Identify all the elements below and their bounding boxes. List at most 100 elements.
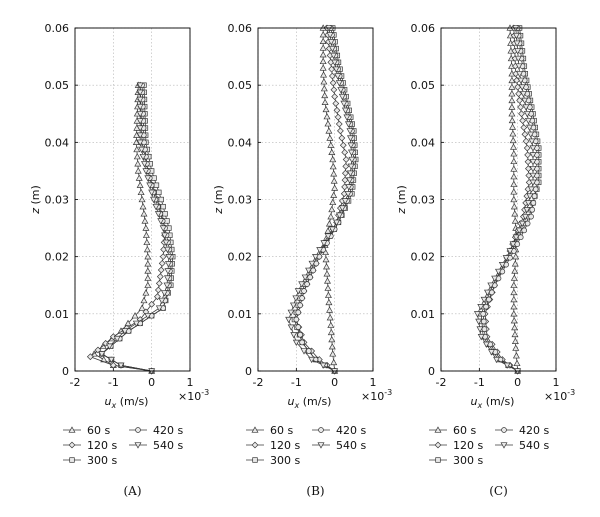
series-540s (98, 82, 173, 375)
data-point (341, 176, 349, 184)
data-point (143, 245, 151, 253)
x-tick-label: 1 (370, 376, 377, 389)
data-point (148, 189, 156, 196)
data-point (477, 304, 485, 311)
data-point (516, 97, 523, 104)
data-point (514, 48, 522, 55)
data-point (329, 155, 337, 163)
data-point (514, 55, 522, 63)
data-point (328, 65, 335, 73)
data-point (338, 205, 346, 212)
multiplier-exponent: -3 (384, 388, 392, 397)
data-point (322, 255, 330, 263)
x-tick-label: -2 (436, 376, 447, 389)
data-point (98, 351, 106, 358)
x-axis-label: ux (m/s) (471, 395, 515, 410)
legend-label: 300 s (453, 454, 483, 467)
legend-entry-300s: 300 s (429, 454, 483, 467)
data-point (518, 84, 526, 91)
data-point (524, 158, 532, 166)
y-tick-label: 0.04 (228, 136, 253, 149)
data-point (325, 127, 333, 134)
legend-marker (317, 442, 325, 449)
data-point (529, 145, 537, 152)
data-point (510, 303, 518, 310)
data-point (511, 323, 519, 331)
data-point (512, 234, 520, 241)
data-point (522, 137, 530, 145)
x-axis-label-unit: (m/s) (299, 395, 331, 408)
data-point (510, 274, 518, 281)
data-point (158, 196, 164, 203)
legend-label: 420 s (519, 424, 549, 437)
data-point (320, 84, 328, 92)
data-point (480, 311, 486, 317)
data-point (143, 238, 151, 246)
legend: 60 s 120 s 300 s 420 s 540 s (63, 424, 183, 467)
data-point (150, 196, 158, 204)
y-tick-label: 0.06 (45, 22, 70, 35)
data-point (319, 57, 327, 65)
panel-caption: (B) (306, 484, 324, 498)
data-point (511, 210, 519, 217)
data-point (162, 239, 170, 246)
data-point (346, 177, 354, 184)
legend-marker (500, 442, 508, 449)
data-point (482, 341, 490, 348)
legend-marker (251, 441, 259, 449)
data-point (508, 110, 516, 117)
data-point (131, 312, 139, 319)
multiplier-exponent: -3 (201, 388, 209, 397)
data-point (341, 148, 349, 156)
legend-marker (434, 426, 442, 433)
data-point (345, 184, 353, 191)
data-point (162, 211, 168, 217)
data-point (330, 191, 338, 198)
data-point (156, 189, 162, 196)
y-axis-label-unit: (m) (29, 185, 42, 208)
legend-entry-420s: 420 s (312, 424, 366, 437)
data-point (513, 359, 521, 367)
y-axis-label: z (m) (395, 185, 408, 215)
data-point (510, 288, 518, 296)
data-point (321, 91, 329, 99)
data-point (527, 131, 535, 138)
data-point (331, 184, 339, 191)
y-tick-label: 0.03 (411, 194, 436, 207)
data-point (308, 260, 316, 268)
data-point (526, 124, 534, 132)
data-point (337, 127, 344, 135)
data-point (512, 253, 520, 260)
x-tick-label: 0 (148, 376, 155, 389)
legend: 60 s 120 s 300 s 420 s 540 s (429, 424, 549, 467)
data-point (155, 305, 163, 312)
chart-panel-2: -2 -1 0 1 0 0.01 0.02 0.03 0.04 0.05 0.06 z (m) ux (… (212, 22, 392, 498)
data-point (113, 335, 121, 343)
grid (74, 27, 191, 372)
chart-panel-1: -2 -1 0 1 0 0.01 0.02 0.03 0.04 0.05 0.06 z (m) ux (… (29, 22, 209, 498)
data-point (487, 282, 495, 289)
data-point (329, 350, 337, 357)
legend-marker (434, 441, 442, 449)
data-point (144, 260, 152, 267)
data-point (159, 253, 167, 261)
data-point (509, 241, 517, 248)
data-point (328, 72, 336, 80)
data-point (520, 124, 528, 131)
data-point (332, 66, 340, 73)
data-point (319, 31, 327, 38)
data-point (304, 281, 310, 287)
data-point (287, 309, 295, 317)
legend-marker (251, 426, 259, 433)
data-point (529, 165, 537, 173)
data-point (526, 193, 534, 200)
data-point (136, 96, 144, 104)
data-point (510, 310, 518, 317)
data-point (107, 356, 115, 364)
data-point (511, 260, 519, 267)
data-point (342, 169, 349, 177)
data-point (510, 188, 518, 195)
data-point (510, 150, 518, 157)
data-point (486, 296, 492, 303)
legend-label: 60 s (270, 424, 293, 437)
